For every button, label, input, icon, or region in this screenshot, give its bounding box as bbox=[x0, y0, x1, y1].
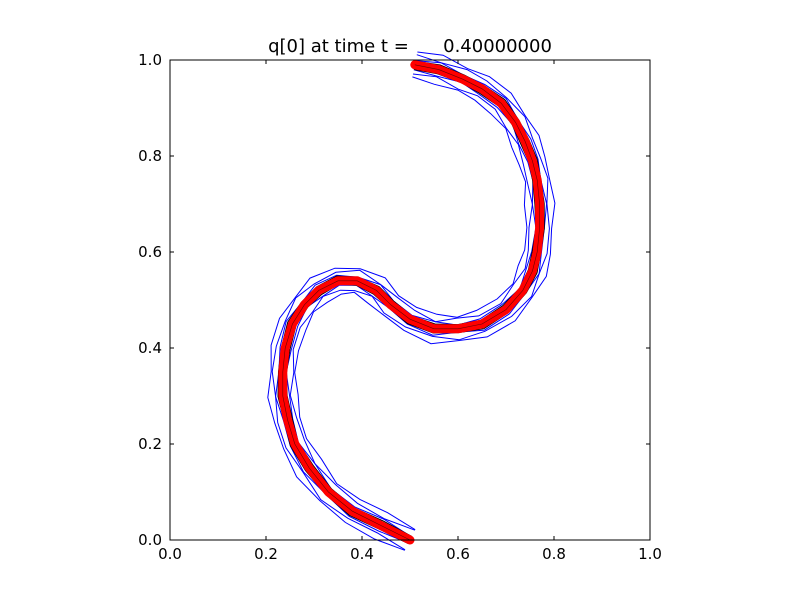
x-tick-label-1: 0.2 bbox=[254, 545, 278, 563]
plot-frame bbox=[169, 59, 651, 541]
y-tick-label-2: 0.4 bbox=[138, 339, 162, 357]
y-tick-label-0: 0.0 bbox=[138, 531, 162, 549]
mesh-contour-5 bbox=[267, 76, 528, 551]
x-tick-label-0: 0.0 bbox=[158, 545, 182, 563]
mesh-contour-0 bbox=[294, 51, 556, 531]
y-tick-label-4: 0.8 bbox=[138, 147, 162, 165]
chart-title: q[0] at time t = 0.40000000 bbox=[268, 36, 552, 57]
series-layer bbox=[267, 51, 556, 551]
x-tick-label-5: 1.0 bbox=[638, 545, 662, 563]
y-tick-label-3: 0.6 bbox=[138, 243, 162, 261]
y-tick-label-5: 1.0 bbox=[138, 51, 162, 69]
plot-area-background bbox=[170, 60, 650, 540]
mesh-contour-4 bbox=[271, 73, 533, 551]
tick-layer: 0.0 0.2 0.4 0.6 0.8 1.0 0.0 0.2 0.4 0.6 0.8 1.0 bbox=[138, 51, 662, 563]
x-tick-label-2: 0.4 bbox=[350, 545, 374, 563]
mesh-contour-1 bbox=[289, 54, 550, 531]
y-tick-label-1: 0.2 bbox=[138, 435, 162, 453]
center-contour bbox=[282, 64, 540, 541]
x-tick-label-3: 0.6 bbox=[446, 545, 470, 563]
x-tick-label-4: 0.8 bbox=[542, 545, 566, 563]
